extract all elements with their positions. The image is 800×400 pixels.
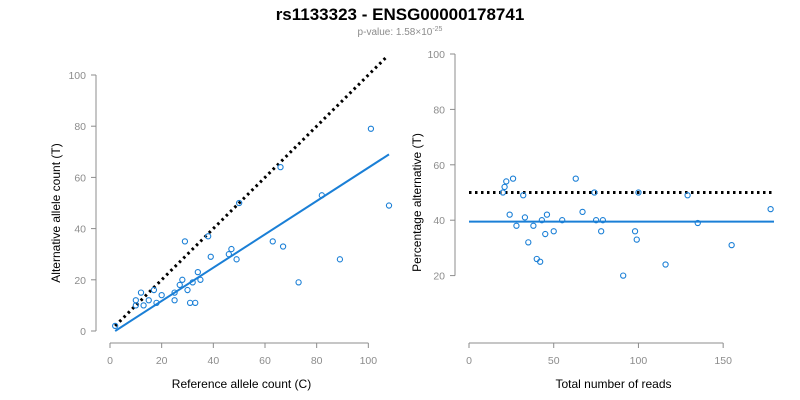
right-panel-percentage: 0 50 100 150 20 40 60 80 100 Total number of read…	[410, 49, 774, 391]
data-point	[635, 189, 642, 196]
x-tick-label: 40	[207, 355, 219, 367]
x-axis-label: Reference allele count (C)	[172, 377, 311, 391]
data-point	[194, 268, 201, 276]
data-point	[499, 189, 507, 196]
y-tick-label: 20	[74, 275, 86, 287]
p-value-exponent: -25	[432, 26, 442, 33]
y-tick-label: 40	[74, 224, 86, 236]
data-point	[176, 281, 183, 289]
chart-title: rs1133323 - ENSG00000178741	[276, 5, 525, 24]
data-point	[318, 192, 325, 199]
y-tick-label: 100	[68, 70, 86, 82]
data-point	[207, 253, 214, 260]
data-point	[132, 297, 139, 304]
data-point	[538, 217, 546, 224]
p-value-text: p-value: 1.58×10	[358, 27, 433, 38]
data-point	[336, 256, 344, 263]
data-point	[509, 175, 517, 182]
x-axis-label: Total number of reads	[555, 377, 671, 391]
data-point	[591, 189, 598, 196]
y-tick-label: 40	[433, 215, 445, 227]
data-point	[520, 192, 527, 199]
data-point	[501, 183, 508, 191]
data-point	[367, 125, 375, 132]
y-tick-label: 80	[433, 104, 445, 116]
data-point	[236, 199, 243, 207]
data-point	[572, 175, 579, 182]
y-tick-label: 100	[427, 49, 445, 61]
data-point	[598, 228, 605, 235]
data-point	[153, 299, 160, 306]
x-tick-label: 50	[548, 355, 560, 367]
y-tick-label: 20	[433, 271, 445, 283]
data-point	[140, 302, 147, 309]
data-point	[228, 245, 235, 253]
data-point	[186, 299, 194, 306]
data-point	[694, 219, 701, 227]
data-point	[385, 202, 393, 209]
reference-line-dotted	[114, 56, 388, 327]
data-point	[542, 230, 549, 238]
data-point	[537, 258, 544, 265]
data-point	[158, 292, 165, 299]
data-point	[550, 228, 557, 235]
data-point	[192, 299, 199, 306]
x-tick-label: 0	[107, 355, 113, 367]
data-point	[279, 243, 287, 250]
data-point	[225, 251, 232, 258]
data-point	[137, 289, 145, 296]
y-tick-label: 60	[433, 160, 445, 172]
data-point	[295, 279, 302, 286]
chart-subtitle: p-value: 1.58×10-25	[358, 26, 443, 38]
data-point	[620, 272, 627, 279]
data-point	[592, 217, 600, 224]
x-tick-label: 60	[259, 355, 271, 367]
data-point	[684, 192, 691, 199]
data-point	[767, 205, 774, 213]
y-axis-label: Percentage alternative (T)	[410, 133, 424, 272]
data-point	[269, 238, 276, 245]
data-point	[599, 217, 607, 224]
x-tick-label: 0	[466, 355, 472, 367]
data-point	[197, 276, 204, 283]
data-point	[633, 236, 640, 243]
x-tick-label: 80	[311, 355, 323, 367]
data-point	[521, 214, 529, 221]
data-point	[525, 239, 532, 246]
data-point	[533, 255, 540, 263]
data-point	[559, 217, 566, 224]
data-point	[506, 211, 513, 218]
x-tick-label: 150	[714, 355, 732, 367]
y-axis-label: Alternative allele count (T)	[49, 143, 63, 282]
data-point	[233, 256, 240, 263]
data-point	[503, 178, 510, 185]
y-tick-label: 0	[80, 326, 86, 338]
x-tick-label: 100	[630, 355, 648, 367]
data-point	[189, 279, 196, 286]
left-panel-allele-counts: 0 20 40 60 80 100 0 20 40 60 80 100 Reference allele…	[49, 56, 393, 391]
data-point	[530, 222, 537, 229]
data-point	[728, 241, 735, 249]
data-point	[662, 261, 669, 268]
data-point	[579, 208, 586, 216]
x-tick-label: 100	[360, 355, 378, 367]
data-point	[145, 297, 152, 304]
data-point	[277, 164, 284, 171]
data-point	[181, 238, 189, 245]
data-point	[112, 322, 119, 330]
data-point	[205, 233, 212, 240]
data-point	[513, 222, 520, 229]
data-point	[184, 286, 191, 294]
y-tick-label: 80	[74, 121, 86, 133]
y-tick-label: 60	[74, 172, 86, 184]
data-point	[631, 228, 639, 235]
data-point	[179, 276, 186, 283]
data-point	[171, 289, 178, 296]
data-point	[150, 286, 158, 294]
x-tick-label: 20	[156, 355, 168, 367]
data-point	[171, 297, 178, 304]
fit-line	[114, 153, 390, 332]
data-point	[543, 211, 551, 218]
